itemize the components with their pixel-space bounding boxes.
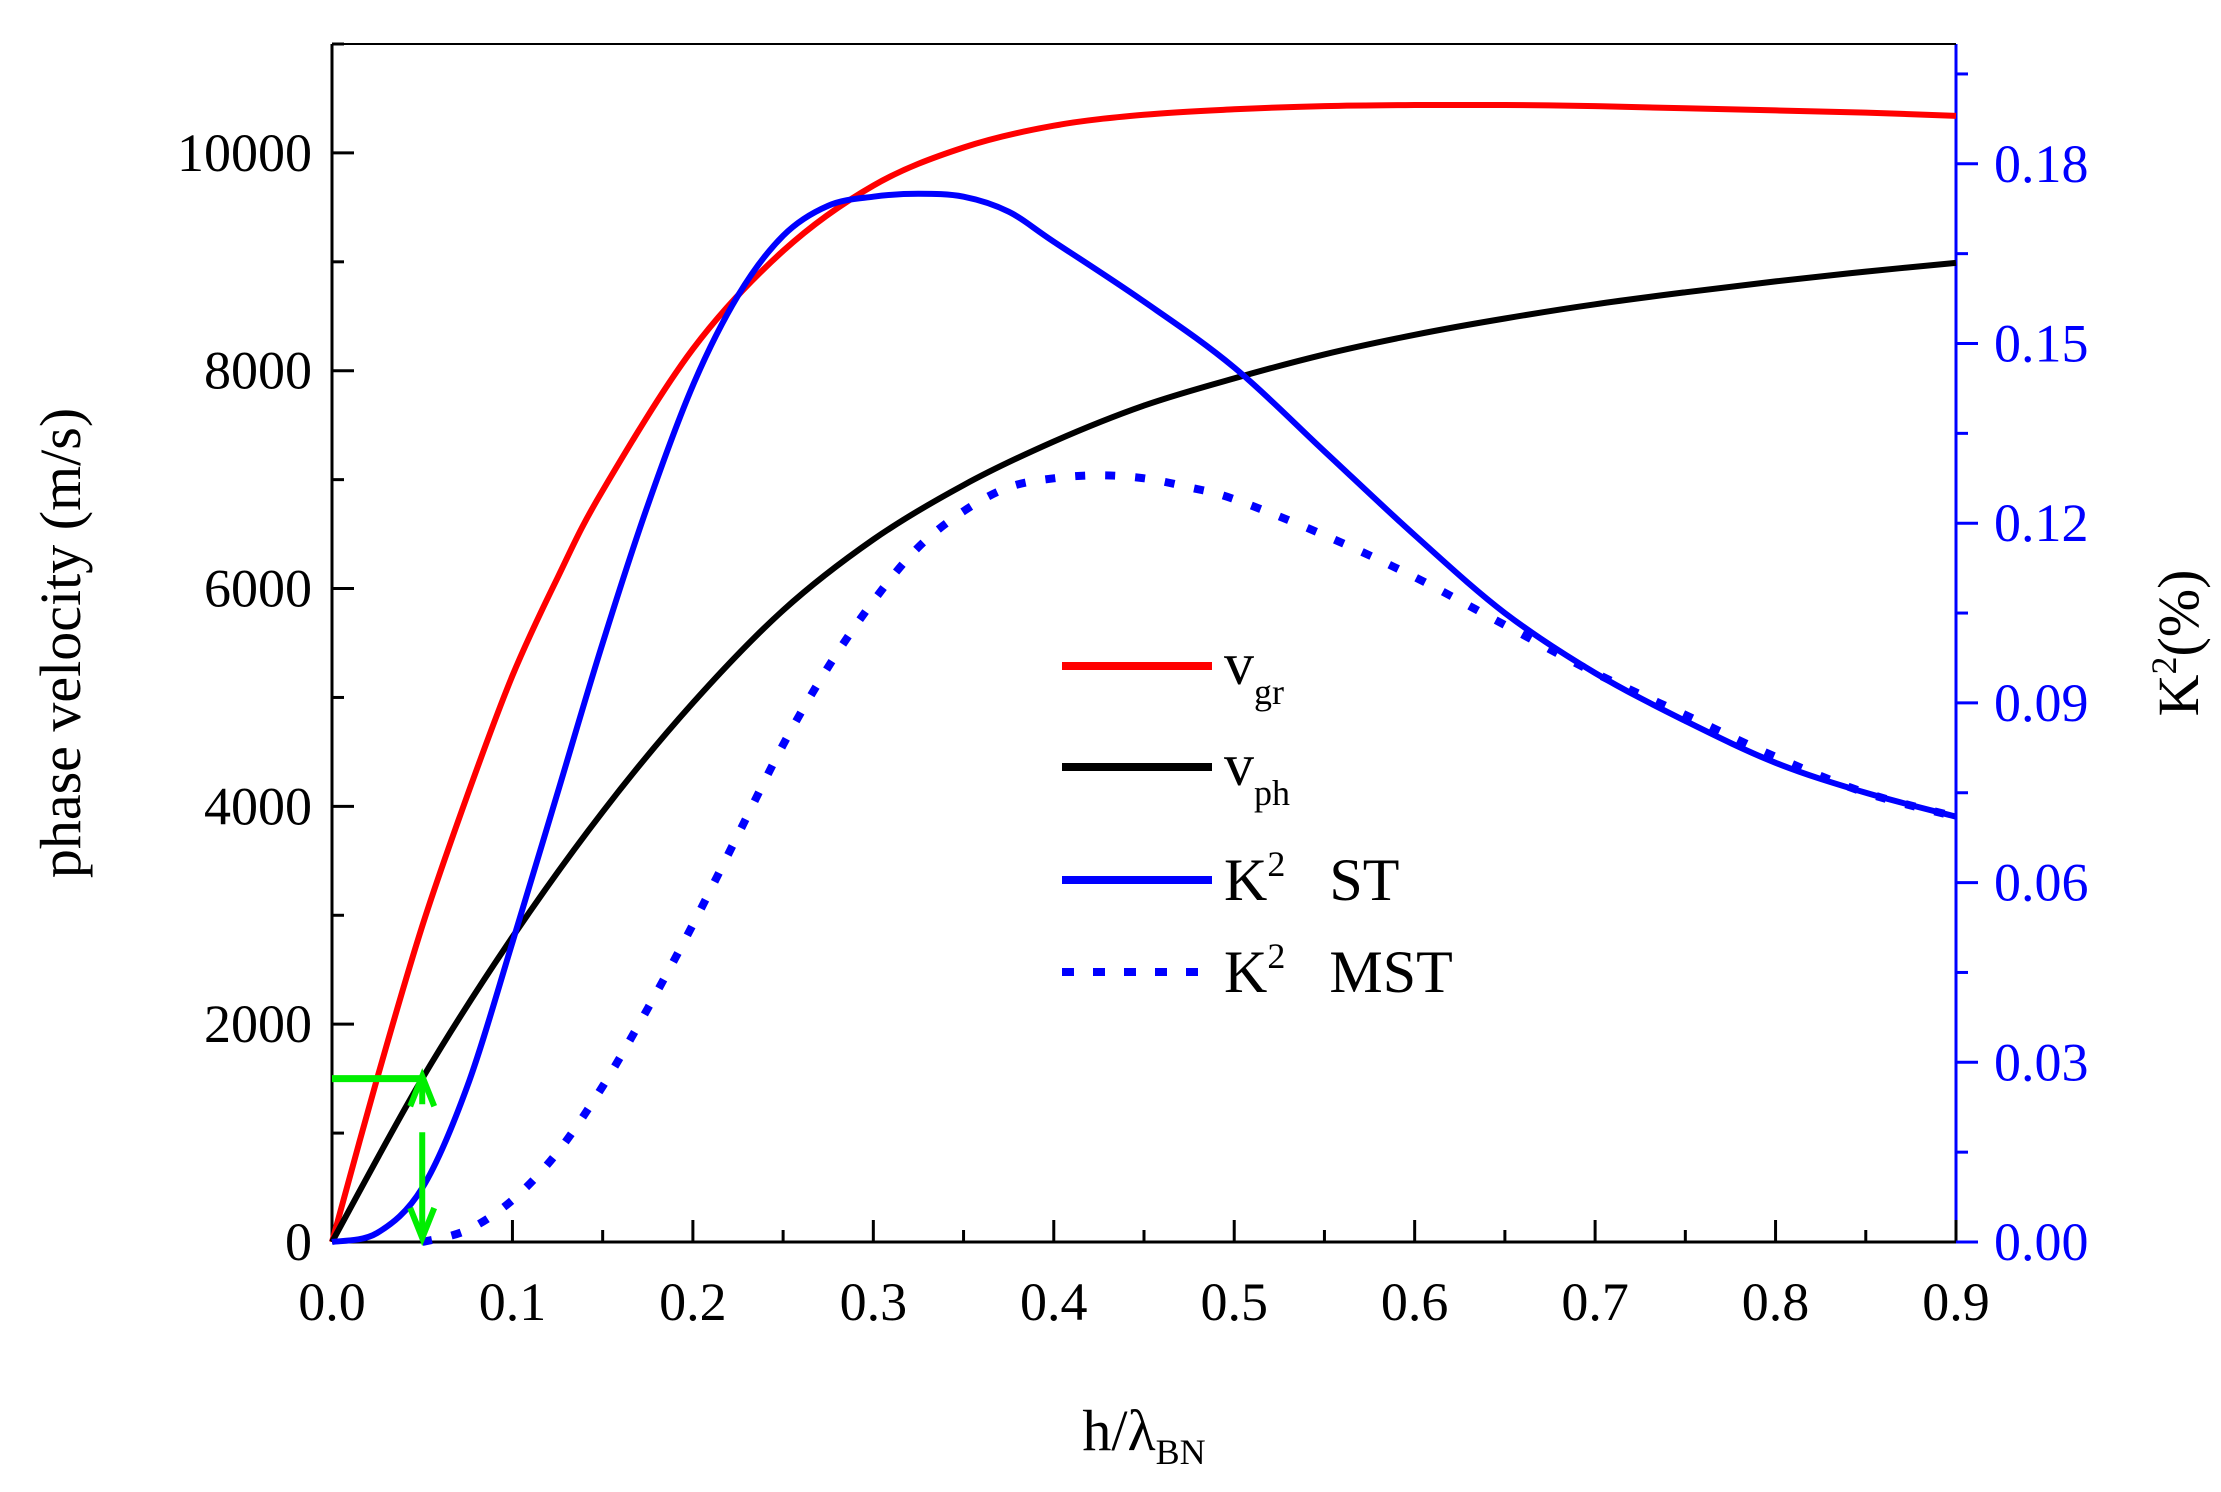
annotation-layer xyxy=(332,1068,438,1247)
x-axis-title-sub: BN xyxy=(1156,1432,1206,1472)
y-right-axis-ticks: 0.00 0.03 0.06 0.09 0.12 0.15 0.18 xyxy=(1956,72,2089,1272)
y-left-tick-label: 6000 xyxy=(204,559,312,619)
series-layer xyxy=(329,101,1958,1246)
y-right-tick-label: 0.00 xyxy=(1994,1212,2089,1272)
y-right-tick-label: 0.03 xyxy=(1994,1032,2089,1092)
x-tick-label: 0.5 xyxy=(1200,1272,1268,1332)
y-left-tick-label: 4000 xyxy=(204,776,312,836)
y-left-tick-label: 2000 xyxy=(204,994,312,1054)
annotation-arrow-up-head xyxy=(407,1068,438,1108)
y-right-tick-label: 0.06 xyxy=(1994,853,2089,913)
series-line-k2-st xyxy=(331,190,1957,1245)
y-right-axis-title-rest: (%) xyxy=(2146,570,2211,657)
x-tick-label: 0.1 xyxy=(479,1272,547,1332)
legend-label-k2-mst: K2 MST xyxy=(1224,936,1453,1005)
legend-label-vgr: vgr xyxy=(1224,631,1284,712)
x-tick-label: 0.3 xyxy=(840,1272,908,1332)
y-right-axis-title-sup: 2 xyxy=(2144,657,2184,675)
y-right-axis-title-main: K xyxy=(2146,674,2211,716)
y-left-axis-title: phase velocity (m/s) xyxy=(28,408,93,878)
y-left-tick-label: 10000 xyxy=(177,123,312,183)
x-tick-label: 0.0 xyxy=(298,1272,366,1332)
x-tick-label: 0.2 xyxy=(659,1272,727,1332)
plot-area xyxy=(330,43,1958,1244)
y-right-tick-label: 0.12 xyxy=(1994,493,2089,553)
y-left-axis-ticks: 0 2000 4000 6000 8000 10000 xyxy=(177,42,354,1272)
annotation-arrow-down-head xyxy=(407,1206,438,1247)
x-tick-label: 0.7 xyxy=(1561,1272,1629,1332)
x-tick-label: 0.9 xyxy=(1922,1272,1990,1332)
y-left-tick-label: 0 xyxy=(285,1212,312,1272)
series-line-vph xyxy=(329,259,1957,1244)
x-tick-label: 0.6 xyxy=(1381,1272,1449,1332)
series-line-vgr xyxy=(329,101,1957,1243)
x-axis-ticks: 0.0 0.1 0.2 0.3 0.4 0.5 0.6 0.7 0.8 0.9 xyxy=(298,1220,1990,1332)
y-left-tick-label: 8000 xyxy=(204,341,312,401)
y-right-tick-label: 0.18 xyxy=(1994,134,2089,194)
x-tick-label: 0.4 xyxy=(1020,1272,1088,1332)
y-right-axis-title: K2(%) xyxy=(2144,570,2211,717)
x-axis-title-main: h/λ xyxy=(1082,1398,1155,1463)
legend-label-k2-st: K2 ST xyxy=(1224,844,1399,913)
y-right-tick-label: 0.15 xyxy=(1994,314,2089,374)
y-right-tick-label: 0.09 xyxy=(1994,673,2089,733)
legend-label-vph: vph xyxy=(1224,732,1290,813)
legend: vgr vph K2 ST K2 MST xyxy=(1062,631,1453,1005)
x-axis-title: h/λBN xyxy=(1082,1398,1205,1472)
series-line-k2-mst xyxy=(421,471,1958,1246)
x-tick-label: 0.8 xyxy=(1742,1272,1810,1332)
